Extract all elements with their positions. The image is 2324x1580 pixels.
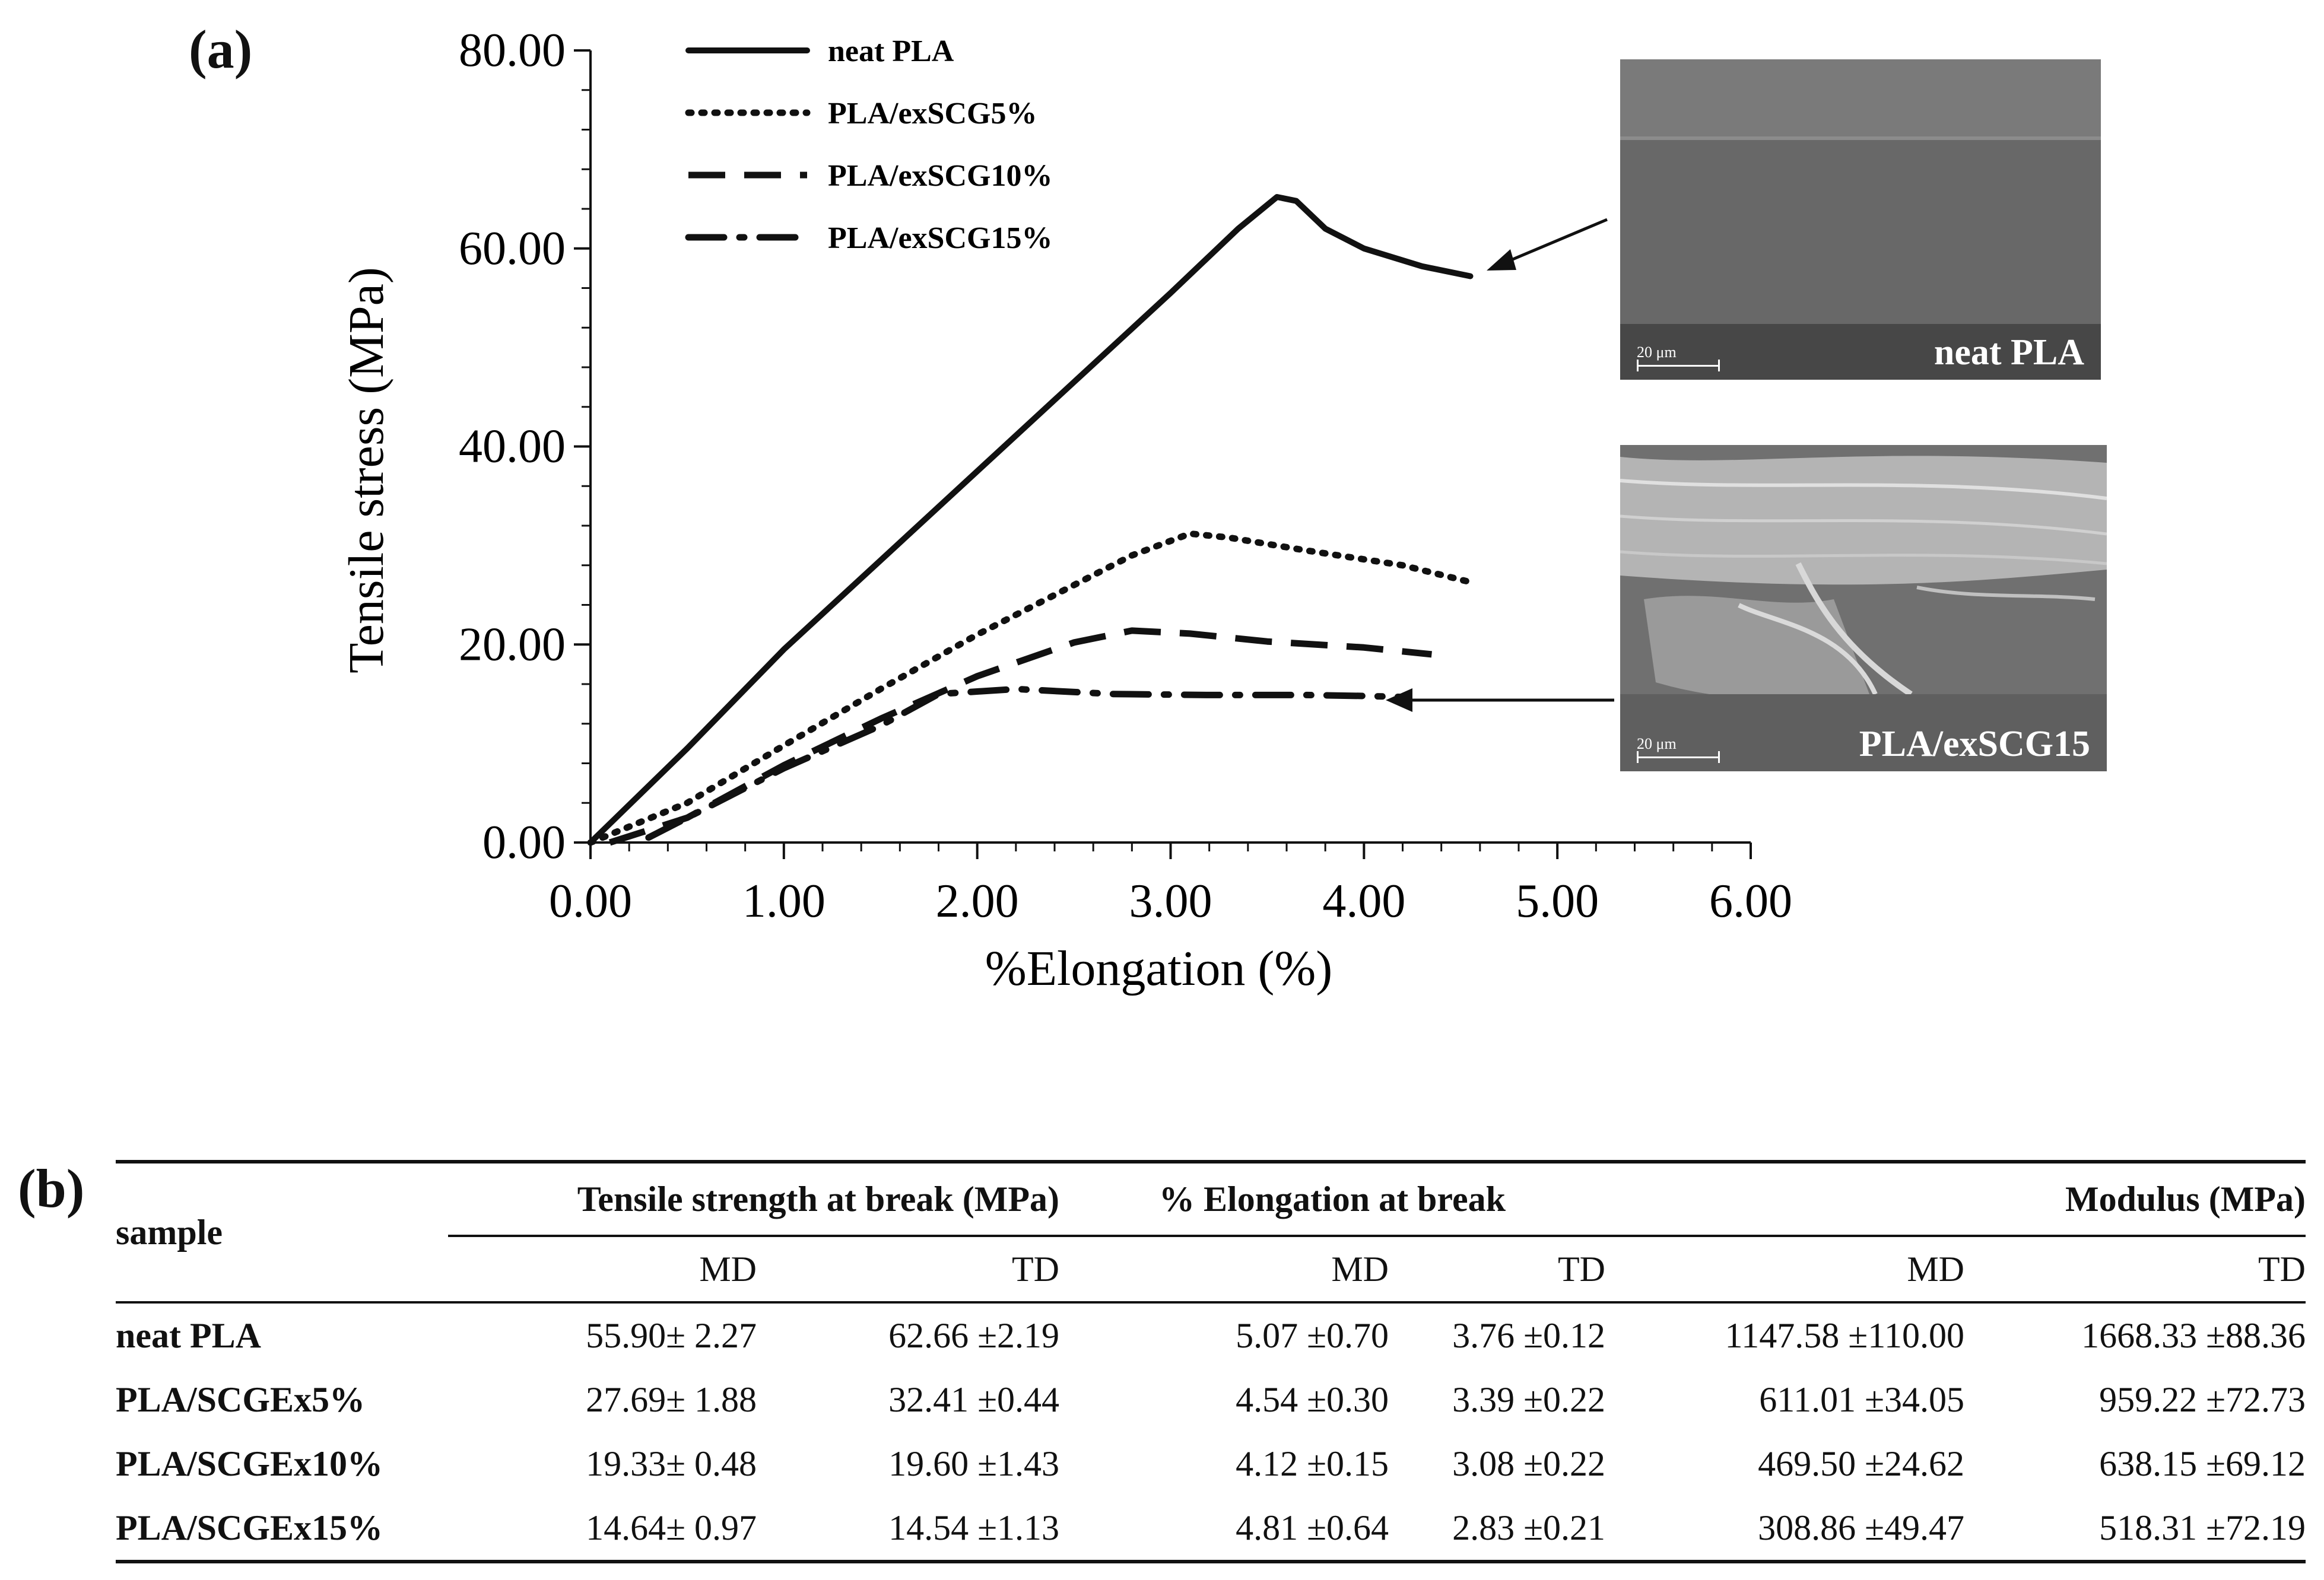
group-header-elongation: % Elongation at break xyxy=(1059,1162,1605,1237)
row-value: 32.41 ±0.44 xyxy=(888,1379,1059,1419)
chart-axes: 0.00 1.00 2.00 3.00 4.00 5.00 6.00 0.00 20.00 40.… xyxy=(339,24,1792,996)
panel-a-label: (a) xyxy=(189,19,253,80)
row-value: 2.83 ±0.21 xyxy=(1452,1508,1605,1547)
table-row: PLA/SCGEx5% 27.69± 1.88 32.41 ±0.44 4.54 ±0… xyxy=(116,1368,2306,1432)
y-tick-label: 0.00 xyxy=(482,816,566,869)
x-tick-label: 1.00 xyxy=(742,875,826,927)
series-line-pla-exscg15- xyxy=(645,685,1406,841)
series-line-pla-exscg5- xyxy=(587,530,1474,846)
x-tick-label: 4.00 xyxy=(1322,875,1405,927)
properties-table: sample Tensile strength at break (MPa) %… xyxy=(116,1160,2306,1563)
legend-label: PLA/exSCG5% xyxy=(828,97,1037,131)
row-sample-name: PLA/SCGEx15% xyxy=(116,1508,383,1547)
row-value: 611.01 ±34.05 xyxy=(1759,1379,1964,1419)
series-line-pla-exscg10- xyxy=(608,627,1432,846)
row-value: 5.07 ±0.70 xyxy=(1236,1315,1389,1355)
legend-label: PLA/exSCG10% xyxy=(828,159,1052,193)
legend-label: PLA/exSCG15% xyxy=(828,221,1052,255)
scale-bar-exscg15: 20 μm xyxy=(1637,735,1720,763)
row-value: 19.33± 0.48 xyxy=(586,1444,757,1483)
row-value: 1147.58 ±110.00 xyxy=(1725,1315,1964,1355)
row-value: 27.69± 1.88 xyxy=(586,1379,757,1419)
row-value: 1668.33 ±88.36 xyxy=(2081,1315,2306,1355)
row-value: 14.64± 0.97 xyxy=(586,1508,757,1547)
sub-header: MD xyxy=(1331,1249,1389,1289)
row-value: 14.54 ±1.13 xyxy=(888,1508,1059,1547)
group-header-modulus: Modulus (MPa) xyxy=(1605,1162,2306,1237)
tensile-chart: 0.00 1.00 2.00 3.00 4.00 5.00 6.00 0.00 20.00 40.… xyxy=(339,24,1792,996)
y-tick-label: 20.00 xyxy=(459,618,566,670)
row-value: 4.12 ±0.15 xyxy=(1236,1444,1389,1483)
sub-header: TD xyxy=(1558,1249,1605,1289)
row-value: 4.81 ±0.64 xyxy=(1236,1508,1389,1547)
y-tick-label: 60.00 xyxy=(459,222,566,275)
row-value: 518.31 ±72.19 xyxy=(2099,1508,2306,1547)
sub-header: TD xyxy=(2258,1249,2306,1289)
row-value: 638.15 ±69.12 xyxy=(2099,1444,2306,1483)
row-value: 959.22 ±72.73 xyxy=(2099,1379,2306,1419)
row-value: 308.86 ±49.47 xyxy=(1758,1508,1964,1547)
scale-bar-neat: 20 μm xyxy=(1637,344,1720,371)
x-axis-label: %Elongation (%) xyxy=(985,941,1333,996)
arrow-neat-pla xyxy=(1487,218,1608,271)
sem-label-pla-exscg15: PLA/exSCG15 xyxy=(1859,724,2090,764)
y-axis-label: Tensile stress (MPa) xyxy=(339,267,394,673)
scale-text-exscg15: 20 μm xyxy=(1637,735,1677,752)
x-tick-label: 6.00 xyxy=(1709,875,1792,927)
y-tick-label: 80.00 xyxy=(459,24,566,77)
sub-header: MD xyxy=(1907,1249,1964,1289)
series-line-neat-pla xyxy=(588,194,1474,845)
y-tick-label: 40.00 xyxy=(459,421,566,473)
table-row: PLA/SCGEx15% 14.64± 0.97 14.54 ±1.13 4.81 ±… xyxy=(116,1496,2306,1562)
legend-label: neat PLA xyxy=(828,34,954,68)
fracture-texture xyxy=(1620,445,2107,771)
row-value: 3.76 ±0.12 xyxy=(1452,1315,1605,1355)
x-tick-label: 3.00 xyxy=(1129,875,1212,927)
row-value: 3.08 ±0.22 xyxy=(1452,1444,1605,1483)
sample-header: sample xyxy=(116,1212,223,1252)
x-tick-label: 0.00 xyxy=(549,875,632,927)
row-sample-name: neat PLA xyxy=(116,1315,261,1355)
row-value: 4.54 ±0.30 xyxy=(1236,1379,1389,1419)
scale-text-neat: 20 μm xyxy=(1637,344,1677,361)
sem-label-neat-pla: neat PLA xyxy=(1934,332,2084,373)
row-value: 55.90± 2.27 xyxy=(586,1315,757,1355)
group-header-tensile: Tensile strength at break (MPa) xyxy=(448,1162,1059,1237)
chart-legend: neat PLA PLA/exSCG5% PLA/exSCG10% PLA/exSCG… xyxy=(685,34,1052,255)
row-value: 3.39 ±0.22 xyxy=(1452,1379,1605,1419)
x-tick-label: 2.00 xyxy=(936,875,1019,927)
x-tick-label: 5.00 xyxy=(1516,875,1599,927)
row-sample-name: PLA/SCGEx5% xyxy=(116,1379,366,1419)
table-row: neat PLA 55.90± 2.27 62.66 ±2.19 5.07 ±0.70… xyxy=(116,1302,2306,1368)
row-value: 469.50 ±24.62 xyxy=(1758,1444,1964,1483)
sem-image-neat-pla: 20 μm neat PLA xyxy=(1620,59,2101,380)
row-value: 19.60 ±1.43 xyxy=(888,1444,1059,1483)
sub-header: MD xyxy=(699,1249,757,1289)
row-value: 62.66 ±2.19 xyxy=(888,1315,1059,1355)
table-body: neat PLA 55.90± 2.27 62.66 ±2.19 5.07 ±0.70… xyxy=(116,1302,2306,1562)
sem-image-pla-exscg15: 20 μm PLA/exSCG15 xyxy=(1620,445,2107,771)
series-layer xyxy=(587,194,1474,846)
panel-b-label: (b) xyxy=(18,1158,85,1219)
table-row: PLA/SCGEx10% 19.33± 0.48 19.60 ±1.43 4.12 ±… xyxy=(116,1432,2306,1496)
row-sample-name: PLA/SCGEx10% xyxy=(116,1444,383,1483)
sub-header: TD xyxy=(1012,1249,1059,1289)
arrow-pla-exscg15 xyxy=(1386,688,1614,712)
